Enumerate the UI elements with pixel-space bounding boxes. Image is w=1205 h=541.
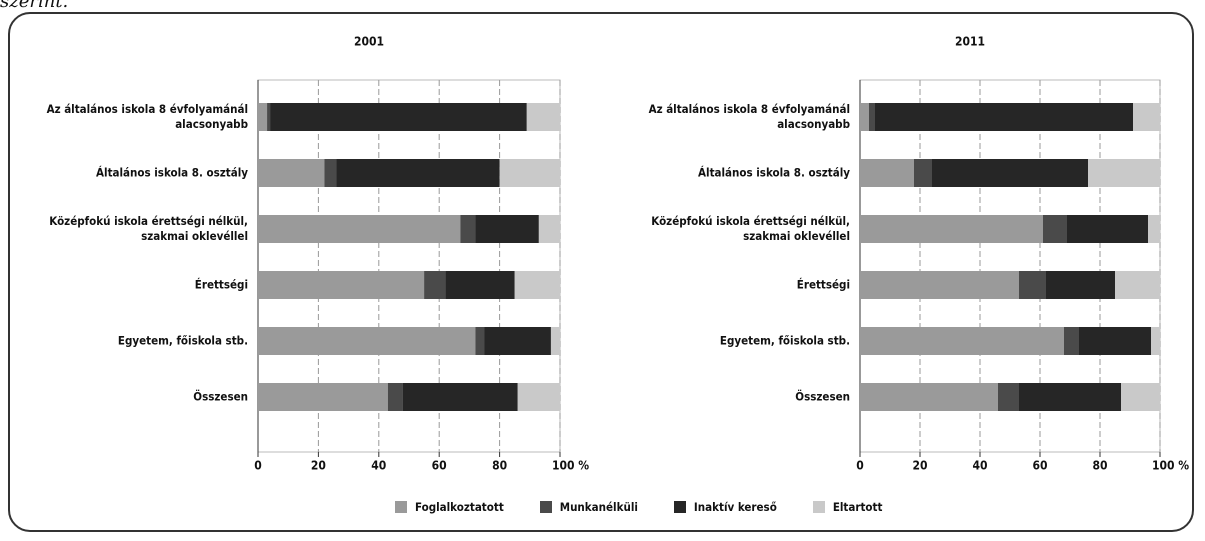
legend-label: Eltartott xyxy=(832,500,883,514)
legend-label: Inaktív kereső xyxy=(693,500,777,514)
legend-label: Foglalkoztatott xyxy=(415,500,504,514)
x-tick-label: 60 xyxy=(1032,459,1047,473)
category-label: Egyetem, főiskola stb. xyxy=(117,333,248,348)
category-label: Középfokú iskola érettségi nélkül, szakm… xyxy=(651,214,850,243)
bar-segment xyxy=(1064,327,1079,355)
bar-segment xyxy=(1046,271,1115,299)
legend-item: Foglalkoztatott xyxy=(395,500,504,514)
bar-segment xyxy=(550,327,560,355)
bar-segment xyxy=(860,215,1043,243)
bar-segment xyxy=(1019,383,1121,411)
category-label: Egyetem, főiskola stb. xyxy=(719,333,850,348)
bar-segment xyxy=(460,215,476,243)
bar-segment xyxy=(869,103,875,131)
x-tick-label: 40 xyxy=(371,459,386,473)
bar-segment xyxy=(1133,103,1160,131)
bar-segment xyxy=(402,383,518,411)
legend-swatch xyxy=(812,501,825,513)
x-tick-label: 20 xyxy=(311,459,326,473)
bar-segment xyxy=(475,215,539,243)
bar-segment xyxy=(387,383,403,411)
bar-segment xyxy=(499,159,560,187)
bar-segment xyxy=(1079,327,1151,355)
x-tick-label: 40 xyxy=(972,459,987,473)
bar-segment xyxy=(526,103,560,131)
bar-segment xyxy=(538,215,560,243)
bar-segment xyxy=(484,327,551,355)
category-label: Érettségi xyxy=(796,277,850,292)
legend: Foglalkoztatott Munkanélküli Inaktív keres… xyxy=(395,500,882,514)
bar-segment xyxy=(1019,271,1046,299)
bar-segment xyxy=(998,383,1019,411)
bar-segment xyxy=(932,159,1088,187)
x-tick-label: 20 xyxy=(912,459,927,473)
legend-label: Munkanélküli xyxy=(559,500,638,514)
x-tick-label: 100 % xyxy=(552,459,589,473)
category-label: Az általános iskola 8 évfolyamánál alacs… xyxy=(46,102,248,131)
category-label: Összesen xyxy=(795,389,850,404)
x-tick-label: 60 xyxy=(432,459,447,473)
bar-segment xyxy=(1121,383,1160,411)
bar-segment xyxy=(475,327,485,355)
bar-segment xyxy=(258,383,388,411)
bar-segment xyxy=(1148,215,1160,243)
bar-segment xyxy=(258,103,268,131)
bar-segment xyxy=(1088,159,1160,187)
caption: szerint. xyxy=(0,0,69,12)
bar-segment xyxy=(1043,215,1067,243)
x-tick-label: 0 xyxy=(856,459,864,473)
chart-title: 2011 xyxy=(955,35,985,49)
legend-item: Munkanélküli xyxy=(539,500,638,514)
bar-segment xyxy=(1115,271,1160,299)
bar-segment xyxy=(424,271,446,299)
bar-segment xyxy=(514,271,560,299)
bar-segment xyxy=(1151,327,1160,355)
legend-item: Eltartott xyxy=(812,500,883,514)
bar-segment xyxy=(258,271,425,299)
bar-segment xyxy=(445,271,515,299)
legend-item: Inaktív kereső xyxy=(673,500,777,514)
bar-segment xyxy=(860,383,998,411)
bar-segment xyxy=(914,159,932,187)
bar-segment xyxy=(875,103,1133,131)
bar-segment xyxy=(860,271,1019,299)
legend-swatch xyxy=(395,501,407,513)
category-label: Általános iskola 8. osztály xyxy=(96,165,248,180)
bar-segment xyxy=(258,215,461,243)
category-label: Összesen xyxy=(193,389,248,404)
x-tick-label: 80 xyxy=(1092,459,1107,473)
x-tick-label: 0 xyxy=(254,459,262,473)
category-label: Középfokú iskola érettségi nélkül, szakm… xyxy=(49,214,248,243)
x-tick-label: 100 % xyxy=(1152,459,1189,473)
bar-segment xyxy=(267,103,271,131)
bar-segment xyxy=(336,159,500,187)
chart-title: 2001 xyxy=(354,35,384,49)
bar-segment xyxy=(860,327,1064,355)
bar-segment xyxy=(270,103,527,131)
legend-swatch xyxy=(673,501,686,513)
category-label: Általános iskola 8. osztály xyxy=(698,165,850,180)
bar-segment xyxy=(860,103,869,131)
category-label: Az általános iskola 8 évfolyamánál alacs… xyxy=(648,102,850,131)
frame xyxy=(8,12,1194,532)
category-label: Érettségi xyxy=(194,277,248,292)
bar-segment xyxy=(517,383,560,411)
x-tick-label: 80 xyxy=(492,459,507,473)
bar-segment xyxy=(324,159,337,187)
bar-segment xyxy=(1067,215,1148,243)
bar-segment xyxy=(860,159,914,187)
legend-swatch xyxy=(539,501,552,513)
bar-segment xyxy=(258,159,325,187)
bar-segment xyxy=(258,327,476,355)
